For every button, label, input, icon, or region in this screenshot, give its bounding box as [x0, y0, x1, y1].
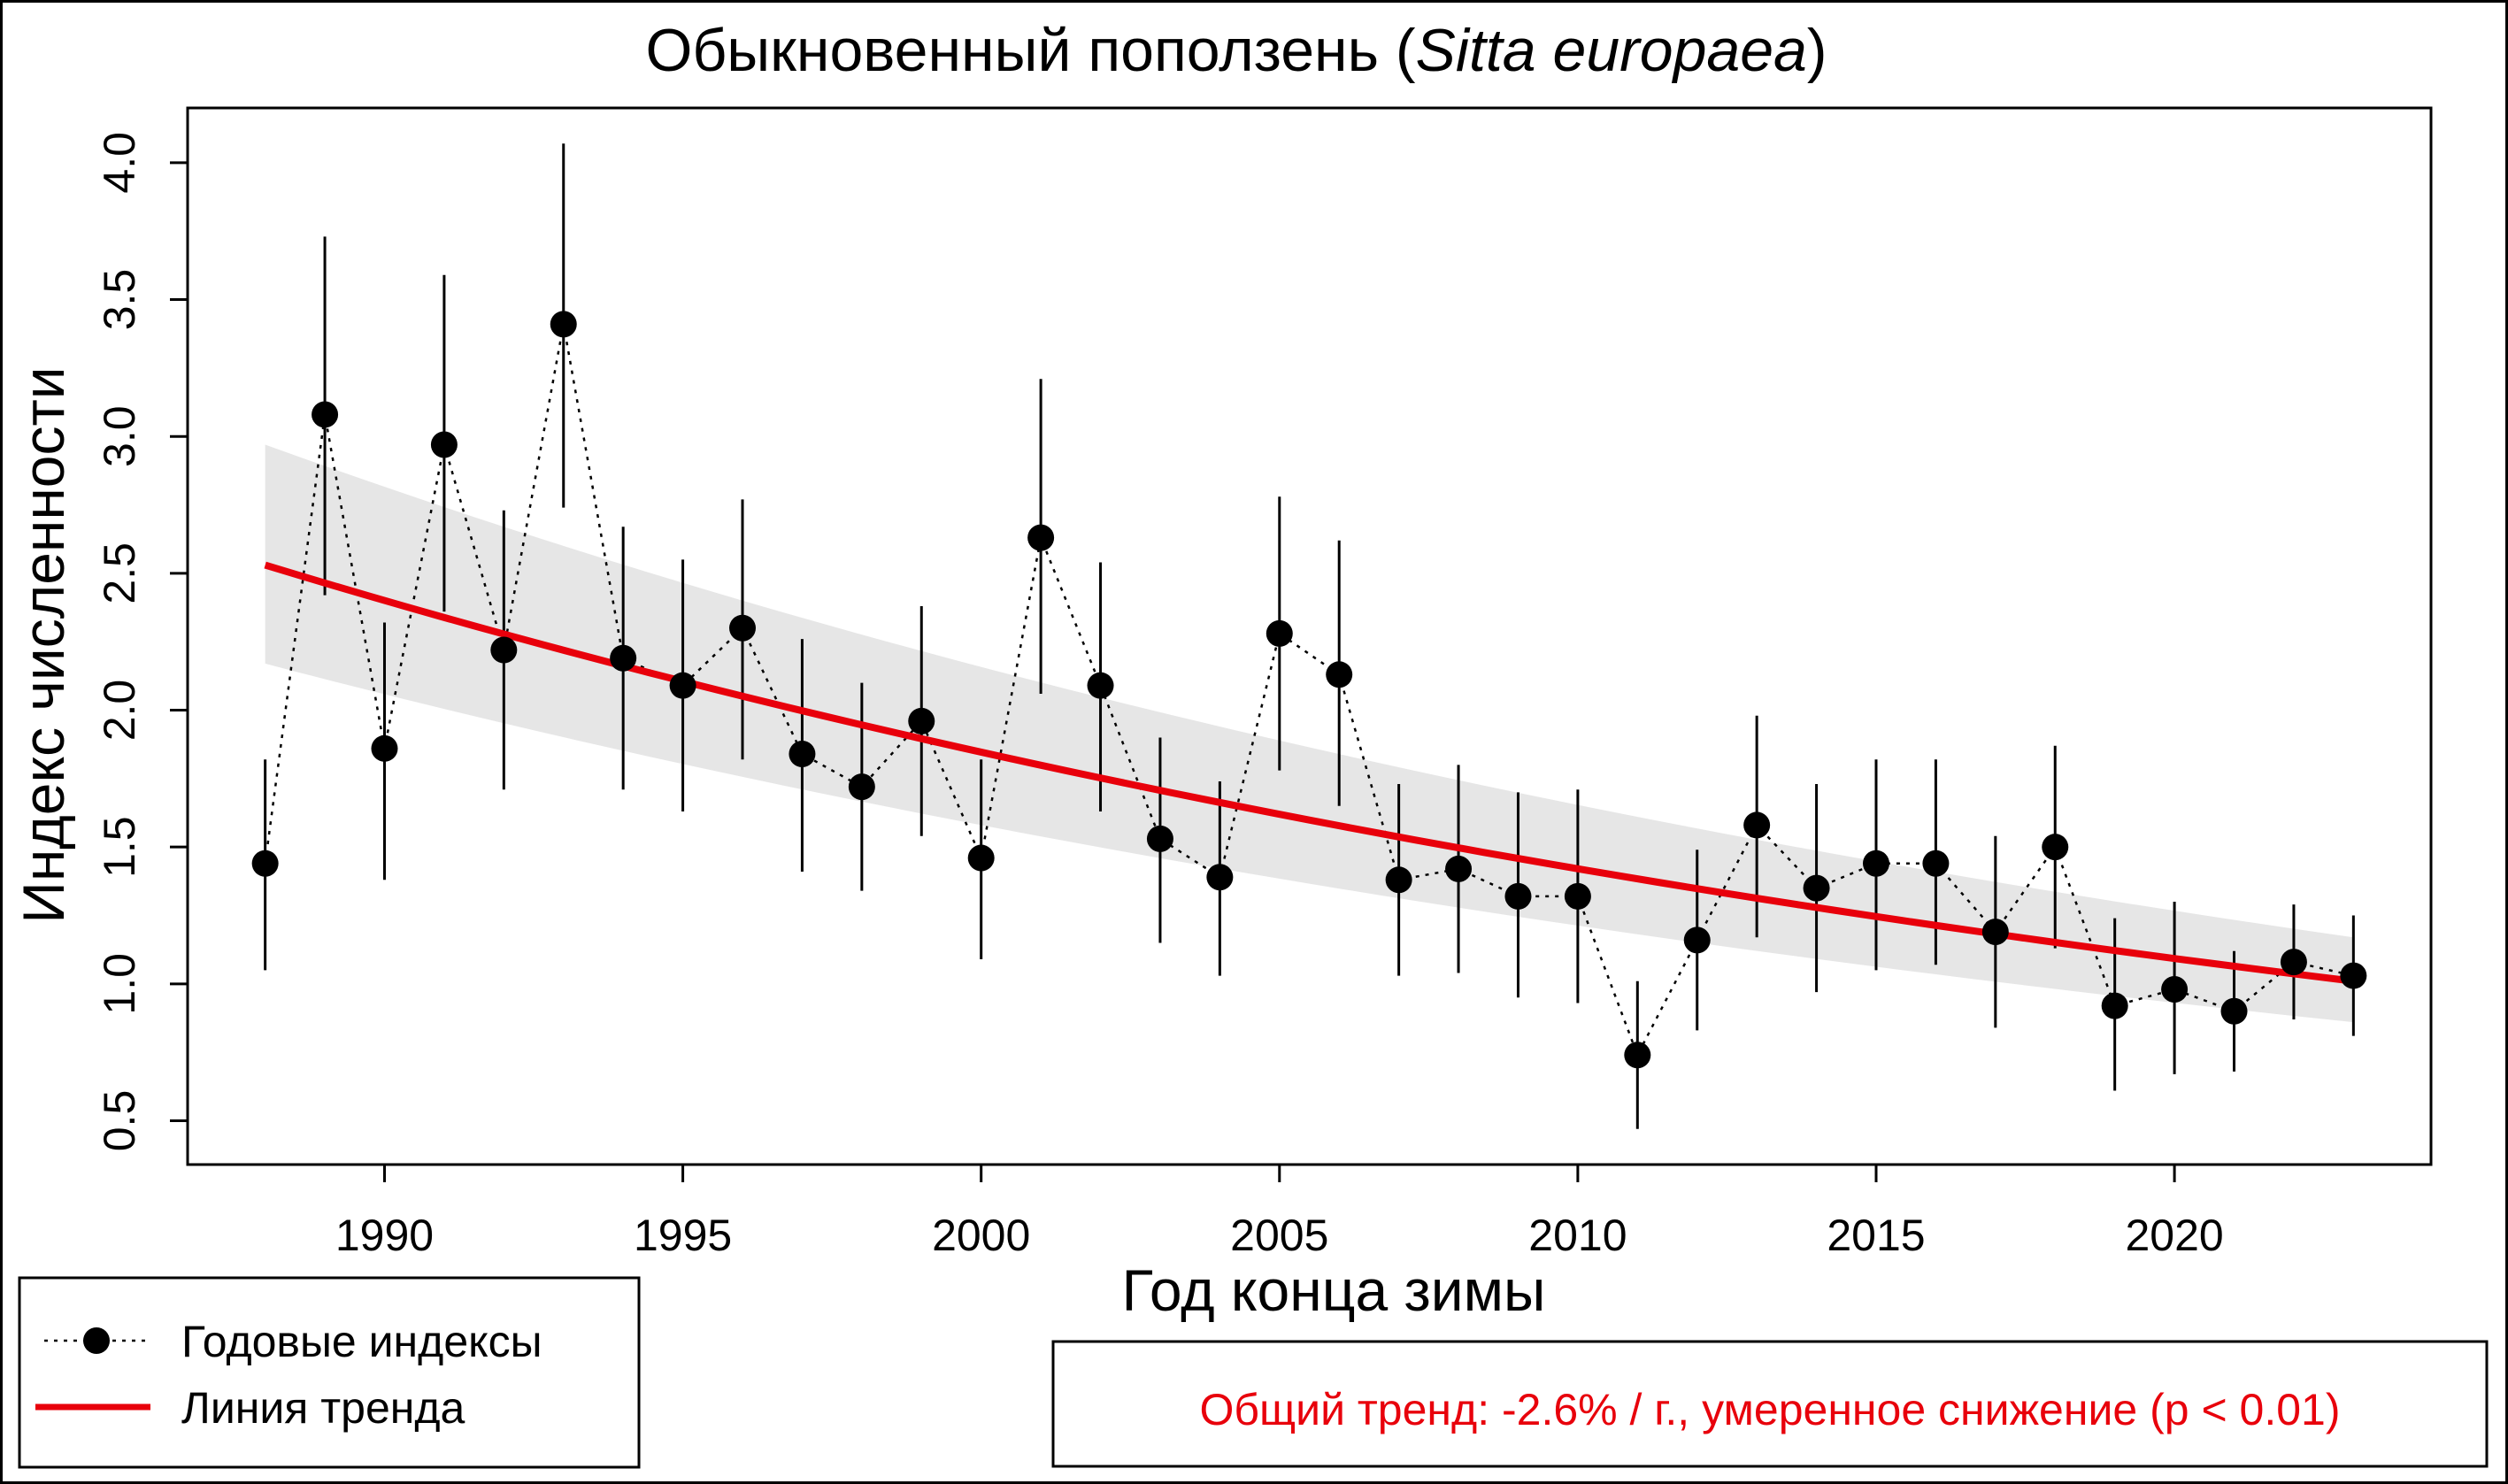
annual-index-points	[251, 311, 2367, 1069]
index-point-2006	[1326, 661, 1353, 688]
index-point-2022	[2280, 949, 2307, 976]
trend-confidence-band	[265, 444, 2354, 1023]
x-tick-label-2005: 2005	[1230, 1211, 1328, 1260]
legend-box	[18, 1276, 641, 1469]
chart-title-end: )	[1807, 17, 1827, 84]
index-point-2003	[1146, 825, 1173, 852]
chart-title: Обыкновенный поползень (Sitta europaea)	[645, 17, 1827, 84]
index-point-2005	[1266, 619, 1293, 647]
chart-title-species: Sitta europaea	[1416, 17, 1807, 84]
index-point-2021	[2220, 997, 2248, 1025]
index-point-1989	[312, 401, 339, 428]
index-point-1999	[908, 707, 935, 734]
y-tick-label-4.0: 4.0	[95, 132, 144, 194]
x-tick-label-2015: 2015	[1827, 1211, 1925, 1260]
index-point-2011	[1624, 1042, 1651, 1069]
legend: Годовые индексы Линия тренда	[18, 1276, 641, 1469]
index-point-2016	[1922, 850, 1950, 877]
y-tick-label-1.0: 1.0	[95, 953, 144, 1015]
index-point-1998	[848, 773, 875, 801]
y-tick-label-2.5: 2.5	[95, 542, 144, 604]
x-tick-label-1995: 1995	[634, 1211, 732, 1260]
x-tick-label-2020: 2020	[2125, 1211, 2223, 1260]
x-tick-label-2010: 2010	[1528, 1211, 1627, 1260]
index-point-2007	[1385, 866, 1412, 894]
x-tick-label-1990: 1990	[335, 1211, 434, 1260]
y-tick-label-1.5: 1.5	[95, 816, 144, 878]
index-point-2001	[1027, 524, 1055, 551]
chart-title-main: Обыкновенный поползень (	[645, 17, 1415, 84]
y-tick-label-3.5: 3.5	[95, 269, 144, 331]
index-point-2019	[2101, 992, 2128, 1019]
index-point-2010	[1564, 882, 1591, 910]
trend-summary-text: Общий тренд: -2.6% / г., умеренное сниже…	[1199, 1385, 2340, 1434]
y-axis: 0.5 1.0 1.5 2.0 2.5 3.0 3.5 4.0	[95, 132, 189, 1152]
index-point-2014	[1803, 874, 1830, 902]
index-point-1988	[251, 850, 279, 877]
index-point-2009	[1504, 882, 1532, 910]
index-point-2017	[1981, 919, 2009, 946]
legend-annual-indices: Годовые индексы	[181, 1317, 542, 1366]
index-point-2000	[967, 844, 995, 872]
index-point-1990	[371, 734, 398, 762]
index-point-2020	[2161, 976, 2189, 1003]
index-point-1996	[729, 614, 757, 642]
index-point-1997	[789, 741, 816, 768]
y-tick-label-3.0: 3.0	[95, 405, 144, 467]
index-point-2012	[1683, 927, 1711, 954]
index-point-2015	[1862, 850, 1889, 877]
legend-trend-line: Линия тренда	[181, 1383, 465, 1433]
x-axis-title: Год конца зимы	[1122, 1257, 1546, 1323]
trend-summary-box	[1051, 1340, 2489, 1468]
y-axis-title: Индекс численности	[11, 366, 76, 923]
y-tick-label-0.5: 0.5	[95, 1090, 144, 1152]
index-point-2013	[1743, 811, 1771, 839]
index-point-1991	[430, 431, 458, 458]
index-point-2008	[1445, 855, 1473, 882]
annual-index-connector	[264, 324, 2354, 1058]
trend-summary: Общий тренд: -2.6% / г., умеренное сниже…	[1051, 1340, 2489, 1468]
legend-point-icon	[83, 1327, 110, 1354]
index-point-1994	[610, 644, 637, 672]
index-point-1992	[490, 636, 518, 664]
index-point-2023	[2340, 962, 2367, 989]
index-point-2018	[2042, 834, 2069, 861]
x-axis: 1990 1995 2000 2005 2010 2015 2020	[335, 1163, 2224, 1260]
index-point-2004	[1206, 864, 1234, 891]
index-point-2002	[1087, 672, 1114, 699]
y-tick-label-2.0: 2.0	[95, 680, 144, 742]
index-point-1993	[550, 311, 577, 338]
index-point-1995	[669, 672, 696, 699]
x-tick-label-2000: 2000	[932, 1211, 1030, 1260]
